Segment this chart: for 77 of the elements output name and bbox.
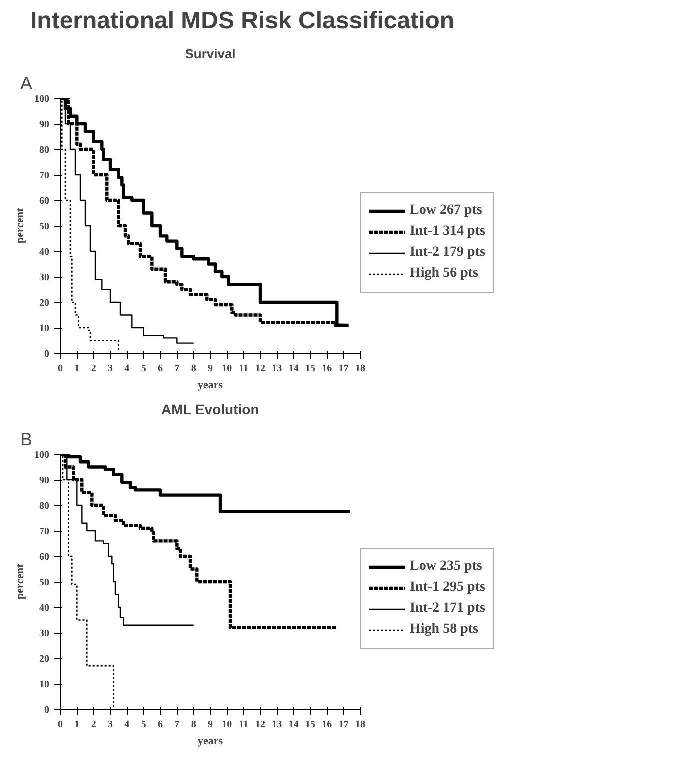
x-tick-label: 14 bbox=[288, 720, 299, 730]
x-tick-label: 5 bbox=[141, 364, 146, 374]
legend-label: High 58 pts bbox=[410, 622, 478, 638]
x-tick-label: 17 bbox=[338, 720, 349, 730]
x-tick-label: 7 bbox=[174, 720, 180, 730]
x-tick-label: 13 bbox=[272, 720, 282, 730]
x-tick-label: 1 bbox=[74, 364, 80, 374]
chart-title: AML Evolution bbox=[162, 402, 260, 418]
y-tick-label: 80 bbox=[40, 501, 50, 512]
y-axis-title: percent bbox=[14, 564, 26, 600]
x-axis-title: years bbox=[198, 736, 224, 748]
x-tick-label: 4 bbox=[124, 364, 130, 374]
y-tick-label: 20 bbox=[40, 298, 50, 309]
y-tick-label: 0 bbox=[44, 349, 50, 360]
x-tick-label: 3 bbox=[108, 364, 113, 374]
x-tick-label: 0 bbox=[58, 364, 63, 374]
x-tick-label: 18 bbox=[356, 364, 366, 374]
y-tick-label: 60 bbox=[40, 552, 50, 563]
legend-label: Int-1 295 pts bbox=[410, 580, 486, 596]
y-tick-label: 0 bbox=[44, 705, 50, 716]
x-tick-label: 11 bbox=[239, 720, 249, 730]
x-tick-label: 10 bbox=[222, 720, 232, 730]
y-tick-label: 10 bbox=[40, 324, 50, 334]
x-tick-label: 16 bbox=[322, 364, 332, 374]
x-tick-label: 10 bbox=[222, 364, 232, 374]
y-tick-label: 80 bbox=[40, 145, 50, 156]
legend-label: Int-2 179 pts bbox=[410, 245, 486, 261]
x-tick-label: 15 bbox=[306, 720, 316, 730]
legend-label: High 56 pts bbox=[410, 266, 478, 282]
y-tick-label: 50 bbox=[40, 578, 50, 588]
text: A bbox=[20, 74, 33, 94]
legend-label: Low 235 pts bbox=[410, 559, 482, 575]
x-tick-label: 3 bbox=[108, 720, 113, 730]
y-tick-label: 50 bbox=[40, 222, 50, 232]
y-tick-label: 10 bbox=[40, 680, 50, 690]
x-tick-label: 1 bbox=[74, 720, 80, 730]
x-tick-label: 18 bbox=[356, 720, 366, 730]
y-tick-label: 30 bbox=[40, 272, 50, 284]
chart-title: International MDS Risk Classification bbox=[30, 8, 455, 34]
y-tick-label: 20 bbox=[40, 654, 50, 665]
x-tick-label: 16 bbox=[322, 720, 332, 730]
y-tick-label: 30 bbox=[40, 628, 50, 640]
text: B bbox=[20, 430, 33, 450]
x-tick-label: 9 bbox=[208, 720, 213, 730]
x-tick-label: 15 bbox=[306, 364, 316, 374]
y-tick-label: 70 bbox=[40, 170, 50, 182]
y-tick-label: 40 bbox=[40, 603, 50, 614]
y-axis-title: percent bbox=[14, 208, 26, 244]
x-tick-label: 12 bbox=[256, 364, 266, 374]
x-tick-label: 7 bbox=[174, 364, 180, 374]
legend-label: Int-2 171 pts bbox=[410, 601, 486, 617]
y-tick-label: 100 bbox=[34, 450, 50, 461]
y-tick-label: 90 bbox=[40, 120, 50, 130]
x-tick-label: 13 bbox=[272, 364, 282, 374]
x-tick-label: 0 bbox=[58, 720, 63, 730]
x-tick-label: 8 bbox=[191, 364, 196, 374]
y-tick-label: 70 bbox=[40, 526, 50, 538]
y-tick-label: 90 bbox=[40, 476, 50, 486]
x-tick-label: 4 bbox=[124, 720, 130, 730]
chart-subtitle: Survival bbox=[185, 46, 236, 62]
x-tick-label: 9 bbox=[208, 364, 213, 374]
x-tick-label: 6 bbox=[158, 364, 163, 374]
legend-label: Int-1 314 pts bbox=[410, 224, 486, 240]
x-tick-label: 11 bbox=[239, 364, 249, 374]
x-tick-label: 12 bbox=[256, 720, 266, 730]
x-tick-label: 5 bbox=[141, 720, 146, 730]
legend-label: Low 267 pts bbox=[410, 203, 482, 219]
x-tick-label: 14 bbox=[288, 364, 299, 374]
x-tick-label: 17 bbox=[338, 364, 349, 374]
x-axis-title: years bbox=[198, 380, 224, 392]
y-tick-label: 100 bbox=[34, 94, 50, 105]
x-tick-label: 2 bbox=[91, 364, 96, 374]
x-tick-label: 6 bbox=[158, 720, 163, 730]
x-tick-label: 2 bbox=[91, 720, 96, 730]
x-tick-label: 8 bbox=[191, 720, 196, 730]
y-tick-label: 40 bbox=[40, 247, 50, 258]
y-tick-label: 60 bbox=[40, 196, 50, 207]
